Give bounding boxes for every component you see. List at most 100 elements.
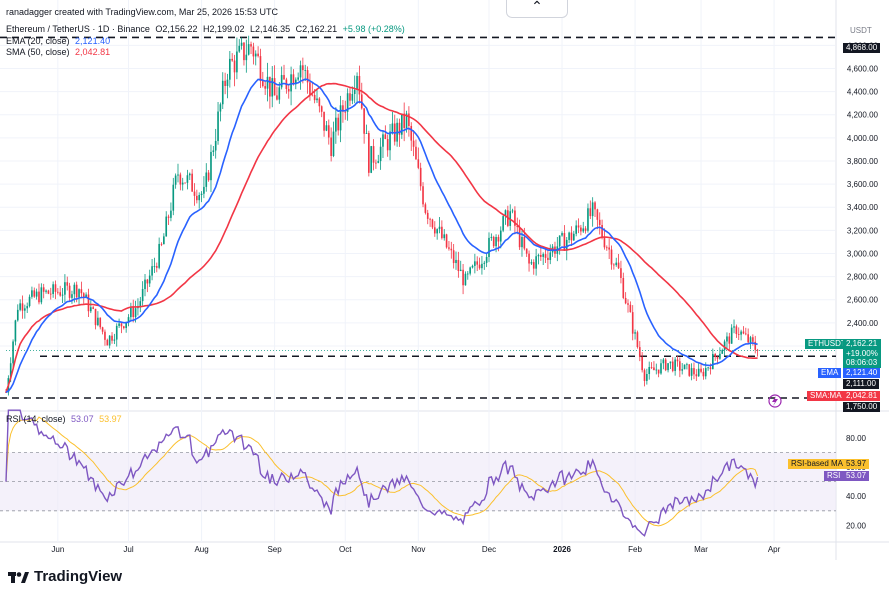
candle-body (403, 113, 406, 128)
candle-body (200, 193, 203, 196)
candle-body (615, 262, 618, 266)
candle-body (49, 293, 52, 295)
candle-body (646, 373, 648, 381)
candle-body (679, 361, 681, 371)
candle-body (636, 332, 639, 348)
candle-body (591, 202, 594, 217)
candle-body (676, 359, 679, 362)
candle-body (415, 146, 417, 160)
candle-body (42, 287, 45, 292)
candle-body (610, 249, 613, 265)
candle-body (438, 226, 441, 230)
candle-body (351, 94, 354, 101)
candle-body (231, 58, 234, 61)
candle-body (196, 195, 198, 201)
candle-body (193, 191, 196, 196)
candle-body (203, 186, 205, 194)
candle-body (158, 243, 160, 268)
candle-body (186, 175, 189, 183)
candle-body (179, 174, 182, 185)
candle-body (113, 339, 116, 341)
tradingview-logo[interactable]: TradingView (8, 568, 122, 585)
candle-body (12, 341, 14, 364)
candle-body (565, 239, 568, 251)
candle-body (412, 140, 415, 147)
candle-body (59, 292, 62, 296)
candle-body (716, 356, 719, 359)
candle-body (747, 334, 749, 343)
candle-body (217, 111, 219, 141)
candle-body (516, 225, 519, 228)
time-tick-label: Oct (339, 545, 352, 554)
candle-body (495, 236, 497, 247)
candle-body (655, 369, 658, 371)
candle-body (349, 93, 351, 101)
candle-body (525, 248, 528, 254)
candle-body (21, 303, 24, 311)
rsi-price-tag: 53.07 (843, 471, 870, 481)
low-value: L2,146.35 (250, 24, 291, 34)
candle-body (24, 308, 26, 311)
candle-body (580, 227, 582, 232)
candle-body (273, 78, 276, 96)
ticker-tag: ETHUSDT (805, 339, 849, 349)
candle-body (657, 369, 660, 374)
rsi-legend[interactable]: RSI (14, close) 53.07 53.97 (6, 414, 125, 425)
candle-body (662, 359, 665, 364)
sma-legend[interactable]: SMA (50, close) 2,042.81 (6, 47, 113, 58)
candle-body (370, 146, 373, 173)
candle-body (212, 150, 215, 152)
candle-body (728, 336, 731, 344)
candle-body (358, 75, 361, 95)
candle-body (294, 79, 297, 85)
time-tick-label: Feb (628, 545, 642, 554)
candle-body (356, 75, 358, 90)
candle-body (259, 56, 262, 82)
candle-body (537, 254, 540, 257)
candle-body (384, 134, 387, 140)
high-value: H2,199.02 (202, 24, 245, 34)
candle-body (476, 261, 479, 265)
candle-body (744, 333, 747, 335)
candle-body (455, 259, 457, 264)
candle-body (441, 226, 443, 239)
ema-legend[interactable]: EMA (20, close) 2,121.40 (6, 36, 113, 47)
candle-body (283, 75, 285, 80)
support-resistance-levels (0, 36, 836, 399)
candle-body (276, 95, 278, 100)
symbol-name[interactable]: Ethereum / TetherUS · 1D · Binance (6, 24, 150, 34)
currency-label[interactable]: USDT (850, 26, 872, 35)
candle-body (292, 74, 295, 85)
candle-body (337, 117, 340, 131)
candle-body (163, 236, 165, 245)
candle-body (240, 42, 243, 46)
sma-label: SMA (50, close) (6, 47, 70, 57)
price-tick-label: 4,000.00 (847, 134, 879, 143)
candle-body (570, 232, 573, 241)
candle-body (327, 125, 330, 138)
candle-body (19, 303, 21, 310)
candle-body (737, 334, 740, 335)
candle-body (82, 293, 85, 298)
candle-body (243, 42, 245, 61)
candle-body (598, 219, 601, 226)
candle-body (111, 335, 113, 341)
candle-body (627, 303, 629, 305)
collapse-panel-button[interactable]: ⌃ (506, 0, 568, 18)
candle-body (38, 291, 40, 303)
candle-body (148, 275, 151, 284)
candle-body (582, 228, 585, 232)
candle-body (101, 327, 104, 332)
rsi-lines (5, 409, 759, 537)
candle-body (375, 162, 377, 164)
candle-body (132, 306, 135, 317)
candle-body (429, 218, 431, 220)
candle-body (57, 291, 59, 293)
candle-body (40, 287, 43, 303)
candle-body (601, 225, 603, 238)
candle-body (422, 186, 424, 205)
candle-body (674, 359, 676, 371)
candle-body (686, 364, 688, 366)
ema-line (5, 78, 758, 394)
candle-body (207, 172, 210, 181)
